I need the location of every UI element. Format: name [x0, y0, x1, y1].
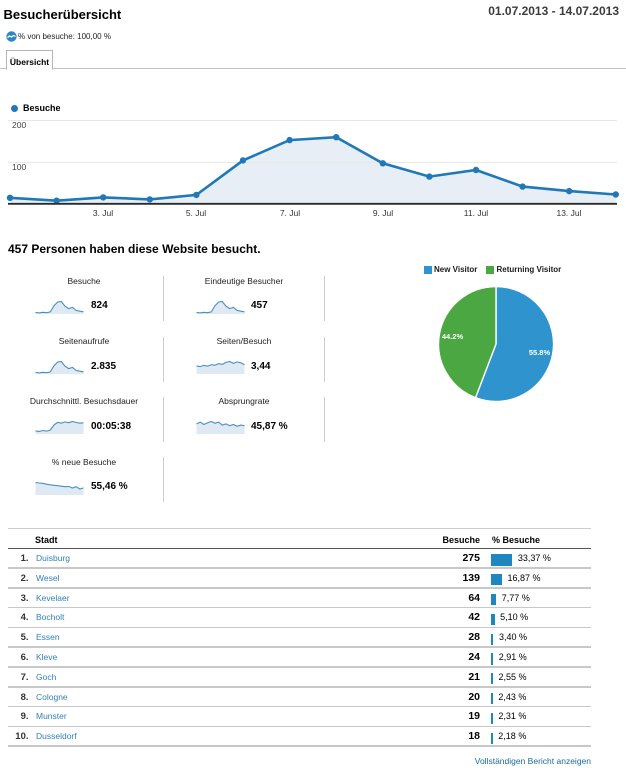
svg-text:13. Jul: 13. Jul — [556, 208, 581, 218]
svg-text:7. Jul: 7. Jul — [280, 208, 300, 218]
svg-text:11. Jul: 11. Jul — [464, 208, 489, 218]
svg-text:100: 100 — [12, 162, 26, 172]
svg-text:5. Jul: 5. Jul — [186, 208, 206, 218]
svg-text:55.8%: 55.8% — [529, 348, 551, 357]
svg-text:44.2%: 44.2% — [442, 332, 464, 341]
svg-text:3. Jul: 3. Jul — [93, 208, 113, 218]
svg-text:200: 200 — [12, 120, 26, 130]
svg-text:9. Jul: 9. Jul — [373, 208, 393, 218]
